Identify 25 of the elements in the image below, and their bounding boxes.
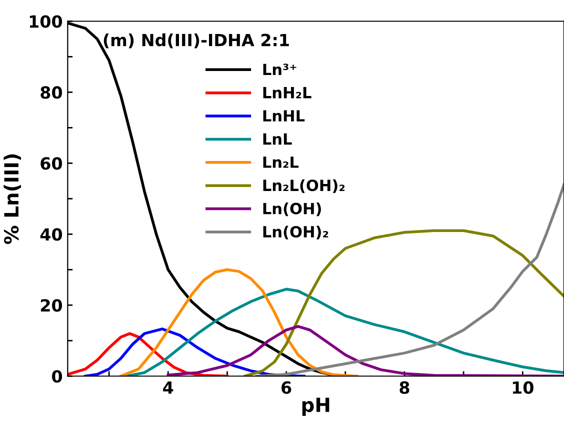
legend-label: LnH₂L [263, 87, 312, 98]
legend-label: Ln³⁺ [263, 64, 296, 75]
y-tick-label: 20 [40, 299, 62, 312]
y-tick-label: 0 [52, 370, 62, 383]
x-tick-label: 6 [282, 381, 292, 394]
legend-label: Ln₂L(OH)₂ [263, 179, 345, 193]
legend-label: LnL [263, 133, 292, 145]
line-series [125, 288, 564, 376]
y-tick-label: 40 [40, 228, 62, 241]
y-axis-title: % Ln(III) [4, 154, 21, 244]
x-tick-label: 8 [400, 381, 410, 394]
x-tick-label: 4 [163, 382, 174, 394]
line-series [119, 268, 359, 376]
x-axis-title: pH [302, 398, 330, 416]
legend-label: Ln(OH) [263, 202, 321, 216]
line-series [166, 325, 564, 376]
legend-label: LnHL [263, 110, 305, 122]
y-tick-label: 100 [30, 15, 62, 28]
text: (m) Nd(III)-IDHA 2:1 [104, 33, 289, 48]
line-series [68, 332, 229, 376]
y-tick-label: 80 [40, 86, 62, 99]
legend-label: Ln₂L [263, 156, 299, 168]
y-tick-label: 60 [40, 157, 62, 170]
x-tick-label: 10 [512, 381, 534, 394]
legend-label: Ln(OH)₂ [263, 226, 328, 240]
